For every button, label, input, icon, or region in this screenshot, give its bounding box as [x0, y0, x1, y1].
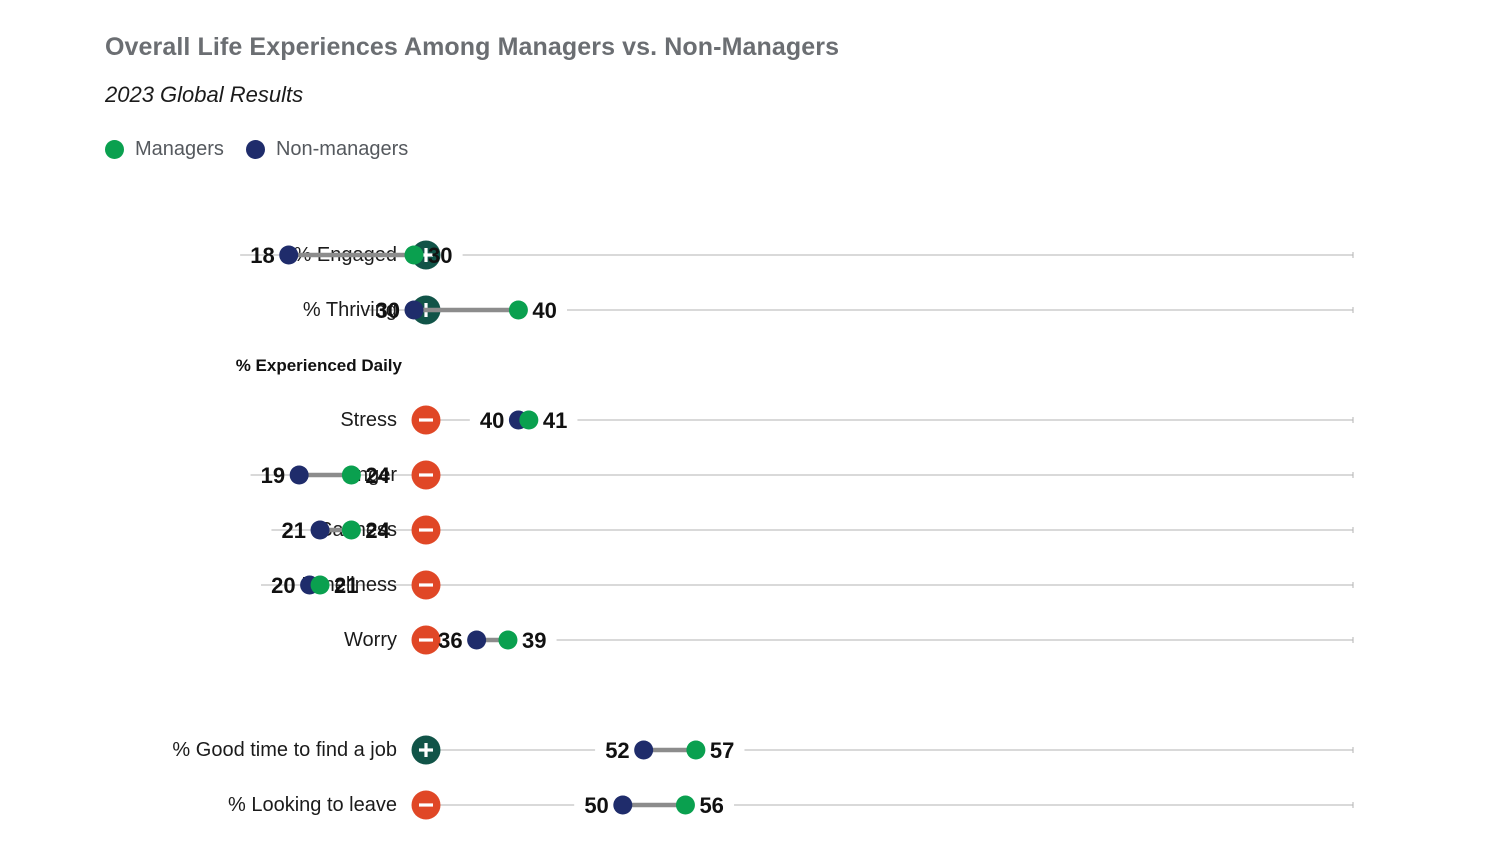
value-label-high-anger: 24: [365, 463, 390, 488]
dot-non-managers-sadness: [310, 520, 330, 540]
legend-dot-managers: [105, 140, 124, 159]
dot-non-managers-pct-engaged: [279, 245, 299, 265]
value-label-high-pct-good-time-to-find-a-job: 57: [710, 738, 734, 763]
value-label-high-stress: 41: [543, 408, 567, 433]
row-label-worry: Worry: [344, 629, 397, 651]
value-label-low-loneliness: 20: [271, 573, 295, 598]
legend-dot-non-managers: [245, 140, 265, 159]
dot-managers-anger: [341, 465, 361, 485]
value-label-high-pct-thriving: 40: [532, 298, 556, 323]
chart-title: Overall Life Experiences Among Managers …: [105, 33, 840, 61]
legend-label-managers: Managers: [135, 138, 224, 160]
value-label-high-loneliness: 21: [334, 573, 358, 598]
legend-label-non-managers: Non-managers: [275, 138, 409, 160]
row-label-stress: Stress: [340, 409, 397, 431]
legend-item-managers: Managers: [105, 138, 224, 161]
dot-managers-stress: [519, 410, 539, 430]
value-label-low-pct-looking-to-leave: 50: [584, 793, 608, 818]
value-label-low-worry: 36: [438, 628, 462, 653]
dot-managers-loneliness: [310, 575, 330, 595]
value-label-low-pct-thriving: 30: [376, 298, 400, 323]
dot-managers-worry: [498, 630, 518, 650]
dot-managers-pct-good-time-to-find-a-job: [686, 740, 706, 760]
row-label-pct-looking-to-leave: % Looking to leave: [228, 794, 397, 816]
value-label-low-pct-engaged: 18: [250, 243, 274, 268]
dot-non-managers-anger: [289, 465, 309, 485]
value-label-high-worry: 39: [522, 628, 546, 653]
dot-non-managers-worry: [467, 630, 487, 650]
value-label-high-pct-looking-to-leave: 56: [699, 793, 723, 818]
dot-managers-pct-thriving: [508, 300, 528, 320]
value-label-low-stress: 40: [480, 408, 504, 433]
value-label-low-sadness: 21: [282, 518, 306, 543]
row-label-pct-thriving: % Thriving: [303, 299, 397, 321]
dot-managers-sadness: [341, 520, 361, 540]
value-label-low-pct-good-time-to-find-a-job: 52: [605, 738, 629, 763]
value-label-low-anger: 19: [261, 463, 285, 488]
chart-legend: Managers Non-managers: [105, 138, 430, 161]
chart-subtitle: 2023 Global Results: [105, 82, 304, 107]
dot-managers-pct-engaged: [404, 245, 424, 265]
dot-non-managers-pct-thriving: [404, 300, 424, 320]
dot-non-managers-pct-good-time-to-find-a-job: [634, 740, 654, 760]
dot-non-managers-pct-looking-to-leave: [613, 795, 633, 815]
value-label-high-sadness: 24: [365, 518, 390, 543]
value-label-high-pct-engaged: 30: [428, 243, 452, 268]
row-label-pct-good-time-to-find-a-job: % Good time to find a job: [172, 739, 397, 761]
legend-item-non-managers: Non-managers: [245, 138, 409, 161]
section-label-pct-experienced-daily: % Experienced Daily: [236, 356, 403, 375]
dot-managers-pct-looking-to-leave: [675, 795, 695, 815]
